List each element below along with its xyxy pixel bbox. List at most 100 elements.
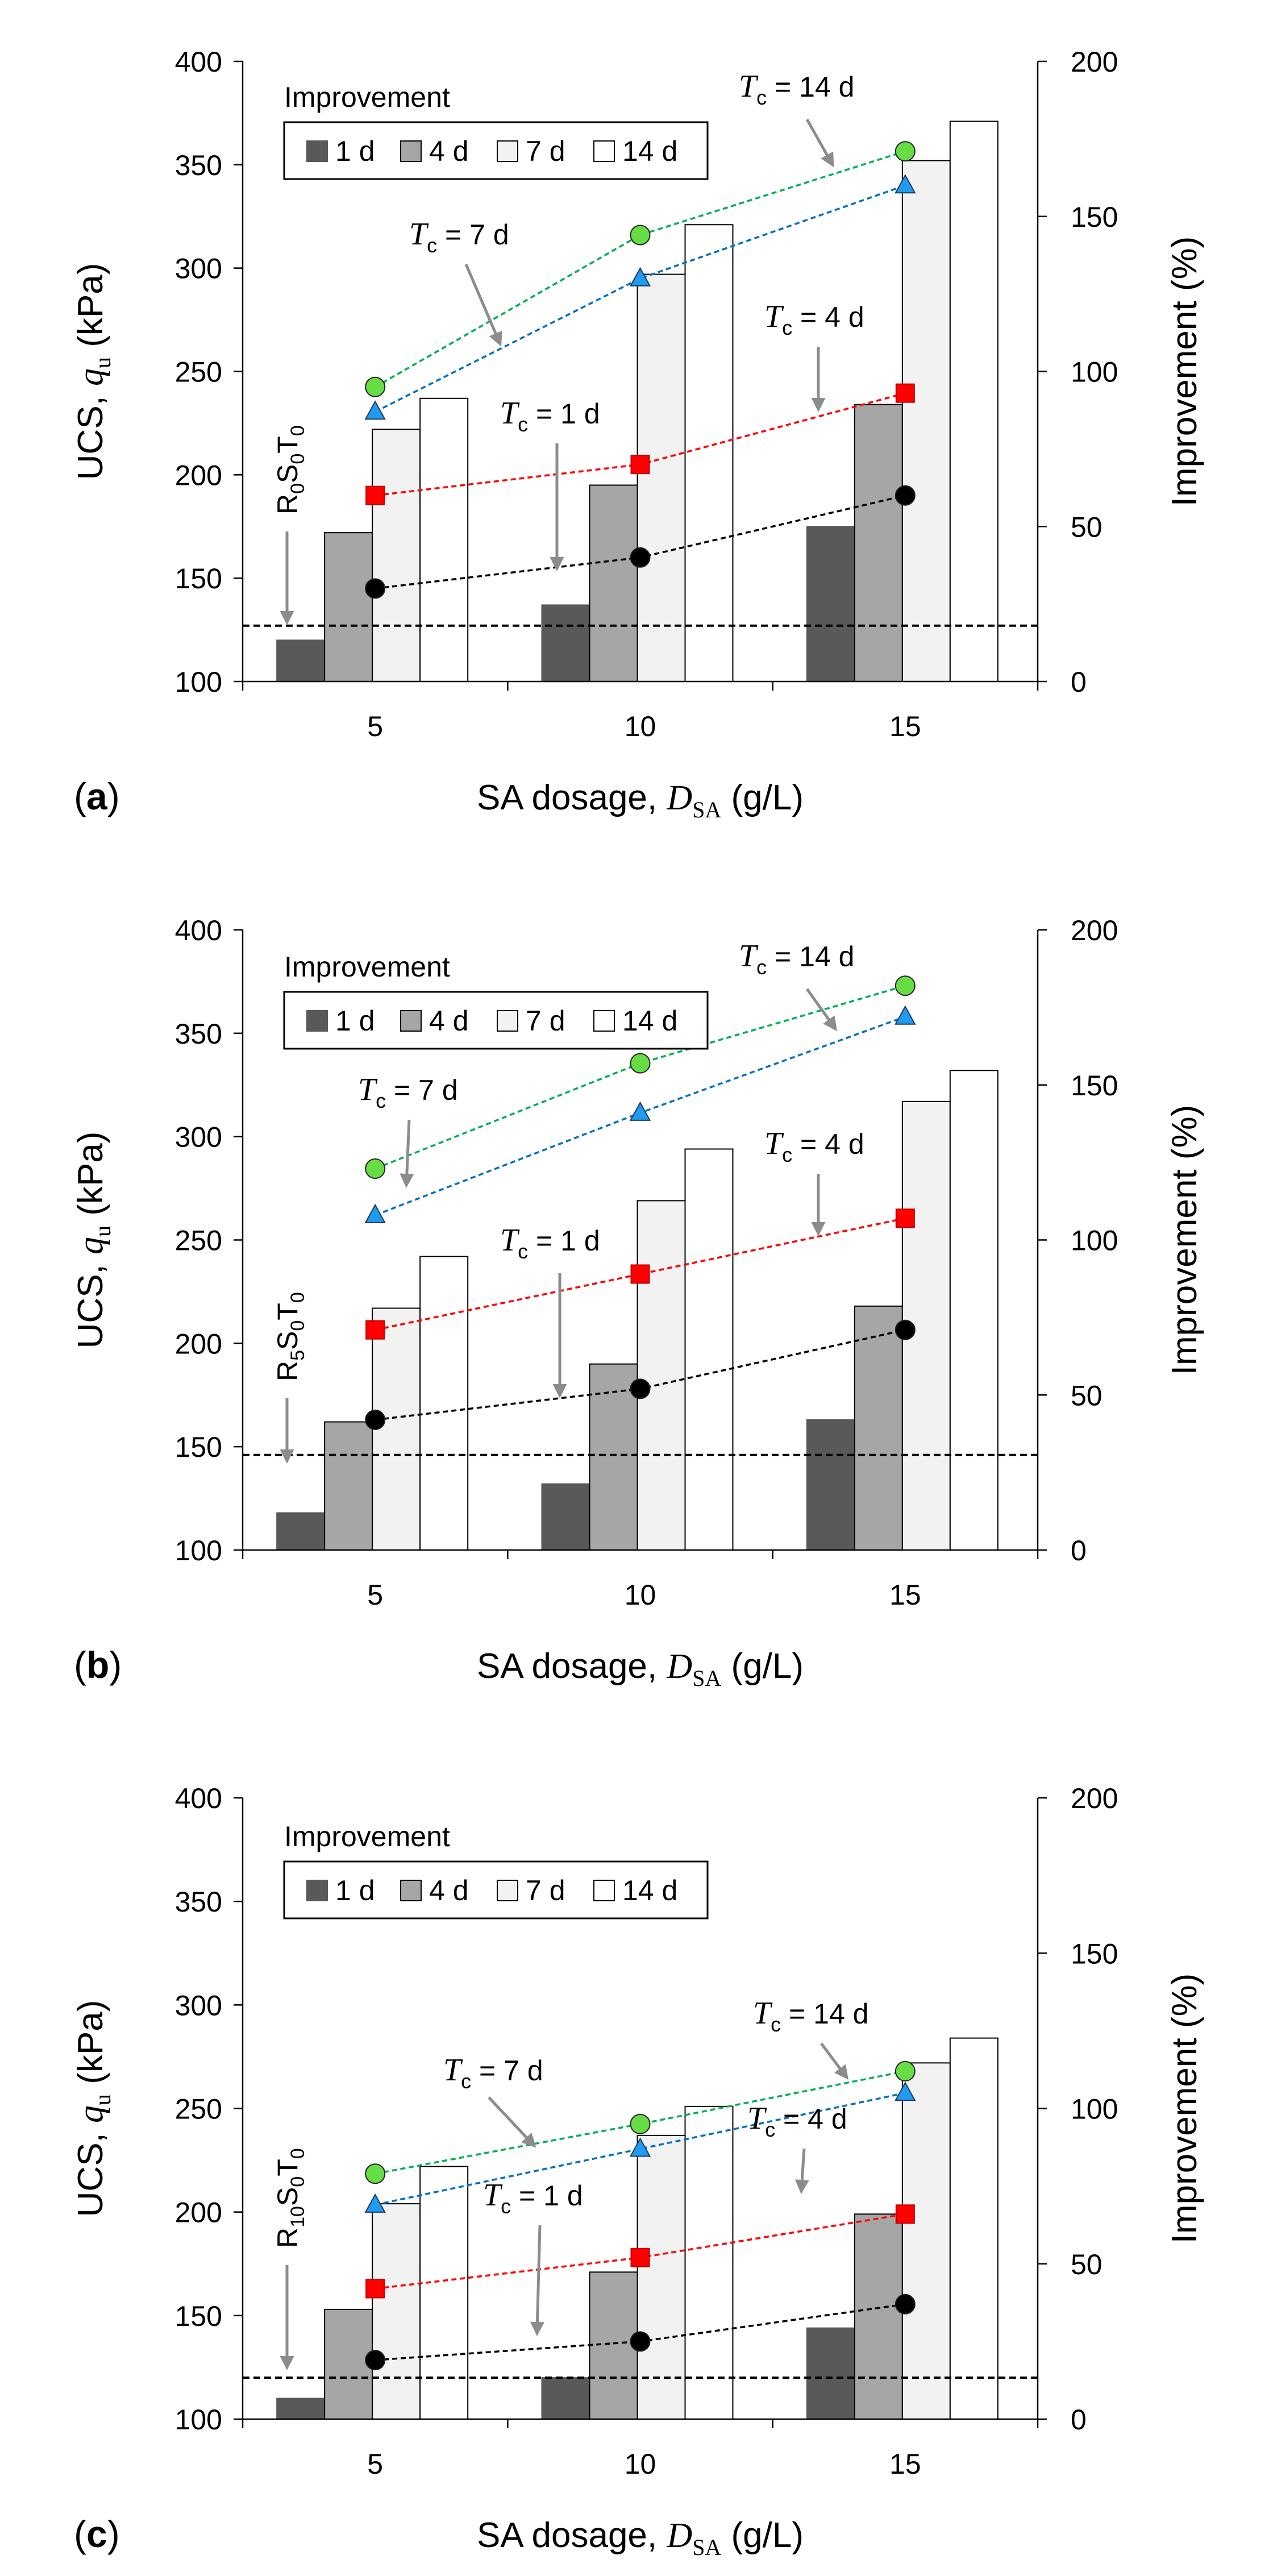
y-tick-label: 350 <box>175 149 222 181</box>
improvement-line-7d <box>375 2092 906 2206</box>
bar-1d-10 <box>541 604 590 683</box>
tc-symbol: T <box>500 1223 520 1258</box>
improvement-point-7d-10 <box>629 267 651 286</box>
panel-paren-open: ( <box>74 775 86 817</box>
y-tick-label: 100 <box>175 666 222 698</box>
tc-symbol: T <box>739 69 759 104</box>
reference-label-s2: 0 <box>287 1320 309 1331</box>
bar-7d-10 <box>636 1200 686 1551</box>
x-axis-symbol: D <box>666 2516 692 2555</box>
y-axis-title: UCS, qu (kPa) <box>71 263 115 480</box>
y2-tick-label: 0 <box>1071 2404 1087 2436</box>
improvement-point-14d-5 <box>365 2163 386 2184</box>
reference-label-s3: 0 <box>287 1292 309 1303</box>
y-tick-label: 350 <box>175 1886 222 1918</box>
improvement-point-1d-15 <box>895 1319 916 1340</box>
tc-value: = 7 d <box>471 2055 543 2087</box>
tc-subscript: c <box>376 1089 386 1112</box>
x-axis-title-text: SA dosage, <box>477 778 667 817</box>
tc-label-4d: Tc = 4 d <box>764 299 864 339</box>
y-axis-subscript: u <box>90 1225 115 1237</box>
reference-label-main: R <box>272 494 303 514</box>
y-axis-subscript: u <box>90 357 115 368</box>
y-tick-label: 350 <box>175 1018 222 1050</box>
x-axis-title-text: SA dosage, <box>477 1647 667 1686</box>
legend-swatch-14d <box>593 140 615 162</box>
tc-value: = 14 d <box>781 1998 868 2030</box>
tc-symbol: T <box>358 1072 378 1107</box>
y2-axis-title: Improvement (%) <box>1165 1105 1204 1375</box>
tc-arrow-14d <box>805 118 834 168</box>
legend-label-4d: 4 d <box>429 135 469 167</box>
improvement-point-1d-10 <box>630 547 651 568</box>
legend-swatch-14d <box>593 1880 615 1901</box>
x-tick-label: 5 <box>367 2448 383 2480</box>
panel-paren-close: ) <box>107 2513 120 2555</box>
y2-axis-title: Improvement (%) <box>1165 1973 1204 2243</box>
bar-14d-5 <box>419 1256 469 1551</box>
tc-arrow-4d <box>794 2148 809 2194</box>
tc-subscript: c <box>756 86 767 109</box>
y-axis-symbol: q <box>72 368 110 386</box>
tc-value: = 1 d <box>528 1225 600 1257</box>
reference-label-s3: 0 <box>287 2148 309 2159</box>
legend-title: Improvement <box>284 1821 450 1852</box>
improvement-point-14d-10 <box>630 1053 651 1074</box>
y-tick-label: 150 <box>175 2300 222 2332</box>
y-tick-label: 300 <box>175 1121 222 1153</box>
improvement-point-4d-5 <box>365 1320 385 1340</box>
tc-value: = 7 d <box>386 1074 458 1106</box>
legend-label-7d: 7 d <box>526 1875 565 1906</box>
x-tick-label: 5 <box>367 711 383 742</box>
y-tick-label: 400 <box>175 46 222 78</box>
bar-4d-5 <box>324 2308 373 2420</box>
x-tick-label: 5 <box>367 1579 383 1611</box>
y-tick-label: 300 <box>175 1989 222 2021</box>
bar-7d-5 <box>372 429 421 682</box>
y-tick-label: 200 <box>175 2197 222 2229</box>
legend-box <box>283 121 709 180</box>
improvement-point-1d-5 <box>365 2350 386 2371</box>
bar-1d-15 <box>806 1419 855 1551</box>
tc-symbol: T <box>764 299 784 334</box>
y2-axis-title: Improvement (%) <box>1165 236 1204 506</box>
tc-subscript: c <box>461 2070 471 2093</box>
legend-label-14d: 14 d <box>622 135 677 167</box>
tc-subscript: c <box>427 234 437 257</box>
y-tick-label: 250 <box>175 1225 222 1257</box>
reference-label-s1: 5 <box>287 1350 309 1361</box>
improvement-point-1d-15 <box>895 2294 916 2315</box>
tc-arrow-14d <box>805 988 837 1032</box>
improvement-point-7d-15 <box>895 174 916 194</box>
x-axis-symbol: D <box>666 1647 692 1686</box>
y-tick-label: 150 <box>175 563 222 595</box>
x-axis-title: SA dosage, DSA (g/L) <box>477 778 804 822</box>
bar-7d-15 <box>901 160 951 682</box>
reference-label: R10S0T0 <box>272 2148 309 2248</box>
legend-title: Improvement <box>284 81 450 113</box>
y-tick-label: 300 <box>175 253 222 285</box>
legend-label-7d: 7 d <box>526 135 565 167</box>
tc-subscript: c <box>756 955 767 979</box>
x-tick-label: 10 <box>625 711 656 742</box>
legend-label-1d: 1 d <box>335 1875 375 1906</box>
x-axis-unit: (g/L) <box>721 1647 804 1686</box>
tc-symbol: T <box>764 1126 784 1161</box>
tc-symbol: T <box>739 938 759 974</box>
improvement-point-14d-10 <box>630 225 651 246</box>
tc-label-1d: Tc = 1 d <box>500 1223 600 1263</box>
improvement-point-7d-10 <box>629 2137 651 2157</box>
tc-value: = 4 d <box>792 301 864 333</box>
y2-tick-label: 150 <box>1071 201 1118 233</box>
tc-label-7d: Tc = 7 d <box>409 217 509 257</box>
legend-label-14d: 14 d <box>622 1005 677 1037</box>
improvement-point-1d-10 <box>630 2331 651 2352</box>
improvement-line-14d <box>375 2070 906 2175</box>
legend-swatch-7d <box>497 1010 518 1032</box>
legend-label-1d: 1 d <box>335 135 375 167</box>
legend-swatch-1d <box>306 140 328 162</box>
y2-tick-label: 100 <box>1071 1225 1118 1257</box>
reference-label: R0S0T0 <box>272 425 309 514</box>
